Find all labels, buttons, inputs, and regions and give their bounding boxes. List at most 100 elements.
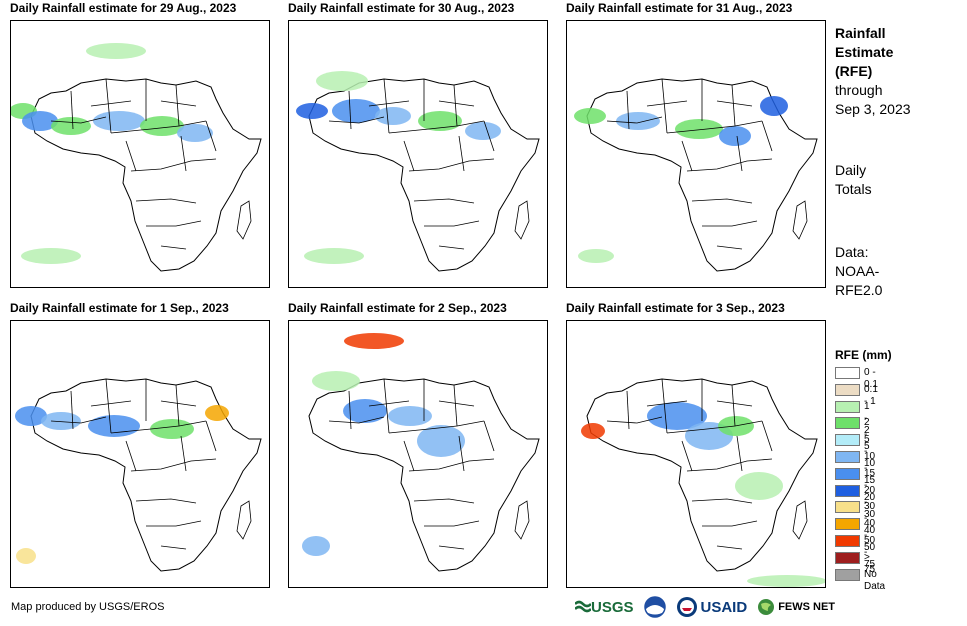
- usaid-seal-icon: [676, 597, 697, 617]
- madagascar: [792, 200, 808, 240]
- country-border: [110, 420, 207, 434]
- africa-map: [302, 333, 540, 572]
- totals-line: Totals: [835, 181, 872, 197]
- africa-map: [15, 378, 262, 572]
- noaa-logo: [643, 596, 666, 618]
- rainfall-area: [616, 112, 660, 130]
- rainfall-area: [719, 126, 751, 146]
- rainfall-map: [10, 20, 270, 288]
- country-border: [160, 100, 197, 107]
- usgs-text: USGS: [591, 598, 634, 616]
- rainfall-area: [88, 415, 140, 437]
- legend-swatch: [835, 551, 860, 564]
- country-border: [702, 220, 758, 227]
- country-border: [160, 400, 197, 407]
- country-border: [453, 384, 458, 427]
- country-border: [661, 78, 668, 134]
- rainfall-map: [288, 20, 548, 288]
- rainfall-area: [302, 536, 330, 556]
- country-border: [105, 378, 112, 434]
- legend-swatch: [835, 501, 860, 514]
- legend-swatch: [835, 450, 860, 463]
- country-border: [716, 100, 753, 107]
- country-border: [50, 416, 107, 424]
- country-border: [716, 400, 753, 407]
- title-line: Rainfall: [835, 25, 886, 41]
- data-line: Data:: [835, 244, 869, 260]
- panel-title: Daily Rainfall estimate for 31 Aug., 202…: [566, 1, 793, 15]
- title-line: Estimate: [835, 44, 894, 60]
- country-border: [716, 545, 743, 550]
- rainfall-map: [566, 20, 826, 288]
- data-source-label: Data: NOAA- RFE2.0: [835, 243, 882, 300]
- rainfall-area: [735, 472, 783, 500]
- panel-title: Daily Rainfall estimate for 29 Aug., 202…: [10, 1, 237, 15]
- country-border: [160, 245, 187, 250]
- daily-totals-label: Daily Totals: [835, 161, 872, 199]
- country-border: [661, 378, 668, 434]
- africa-map: [11, 43, 262, 272]
- usaid-text: USAID: [700, 598, 748, 616]
- legend-label: 2 - 5: [864, 417, 870, 453]
- map-title-block: Rainfall Estimate (RFE) through Sep 3, 2…: [835, 24, 911, 119]
- noaa-seal-icon: [643, 596, 666, 618]
- country-border: [736, 135, 743, 172]
- country-border: [424, 520, 480, 527]
- rainfall-area: [16, 548, 36, 564]
- country-border: [681, 140, 693, 172]
- rainfall-area: [344, 333, 404, 349]
- country-border: [413, 198, 475, 204]
- madagascar: [792, 500, 808, 540]
- country-border: [424, 220, 480, 227]
- country-border: [90, 400, 132, 407]
- legend-swatch: [835, 467, 860, 480]
- usgs-logo: USGS: [575, 599, 634, 616]
- panel-title: Daily Rainfall estimate for 2 Sep., 2023: [288, 301, 507, 315]
- legend-swatch: [835, 383, 860, 396]
- rainfall-area: [51, 117, 91, 135]
- rainfall-area: [22, 111, 58, 131]
- rainfall-area: [205, 405, 229, 421]
- country-border: [681, 440, 693, 472]
- country-border: [408, 458, 495, 472]
- country-border: [180, 135, 187, 172]
- legend-title: RFE (mm): [835, 348, 892, 362]
- country-border: [458, 135, 465, 172]
- country-border: [483, 420, 495, 452]
- country-border: [408, 158, 495, 172]
- rainfall-area: [747, 575, 825, 587]
- country-border: [146, 520, 202, 527]
- madagascar: [514, 500, 530, 540]
- country-border: [403, 440, 415, 472]
- panel-title: Daily Rainfall estimate for 3 Sep., 2023: [566, 301, 785, 315]
- country-border: [180, 435, 187, 472]
- rainfall-area: [574, 108, 606, 124]
- africa-coastline: [586, 378, 818, 572]
- legend-swatch: [835, 367, 860, 379]
- legend-label: 0 - 0.1: [864, 367, 878, 390]
- country-border: [716, 245, 743, 250]
- country-border: [413, 498, 475, 504]
- country-border: [135, 198, 197, 204]
- madagascar: [236, 500, 252, 540]
- rainfall-area: [578, 249, 614, 263]
- country-border: [691, 498, 753, 504]
- legend-swatch: [835, 400, 860, 413]
- africa-map: [581, 378, 825, 587]
- credit-text: Map produced by USGS/EROS: [11, 601, 165, 613]
- country-border: [125, 140, 137, 172]
- rainfall-area: [41, 412, 81, 430]
- through-line: through: [835, 82, 883, 98]
- africa-coastline: [308, 378, 540, 572]
- data-line: NOAA-: [835, 263, 880, 279]
- country-border: [130, 458, 217, 472]
- globe-icon: [758, 599, 775, 615]
- legend-swatch: [835, 534, 860, 547]
- legend-label: 10 - 15: [864, 450, 876, 486]
- country-border: [388, 420, 485, 434]
- country-border: [666, 420, 763, 434]
- country-border: [686, 158, 773, 172]
- country-border: [736, 435, 743, 472]
- country-border: [403, 140, 415, 172]
- country-border: [175, 384, 180, 427]
